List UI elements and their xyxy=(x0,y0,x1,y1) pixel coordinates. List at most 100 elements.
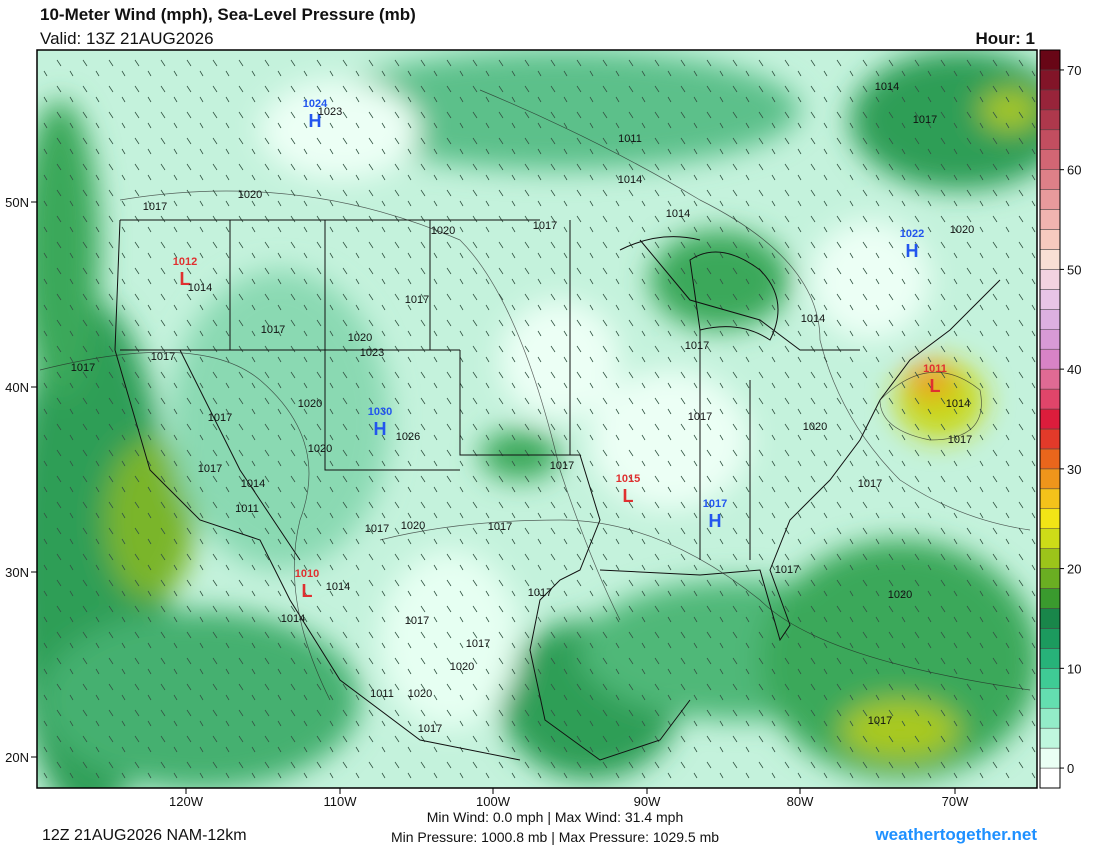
wind-range: Min Wind: 0.0 mph | Max Wind: 31.4 mph xyxy=(427,809,684,825)
isobar-label: 1020 xyxy=(298,398,322,410)
colorbar-step xyxy=(1039,548,1061,569)
pressure-center-value: 1017 xyxy=(703,498,727,510)
colorbar-label: 50 xyxy=(1067,262,1081,277)
isobars xyxy=(39,89,1031,701)
lon-label: 90W xyxy=(634,794,661,809)
colorbar-step xyxy=(1039,388,1061,410)
colorbar-label: 10 xyxy=(1067,661,1081,676)
isobar-label: 1026 xyxy=(396,431,420,443)
isobar-label: 1011 xyxy=(618,133,642,145)
colorbar-label: 0 xyxy=(1067,761,1074,776)
isobar-label: 1017 xyxy=(418,723,442,735)
coordinate-labels: 50N 40N 30N 20N 120W 110W 100W 90W 80W 70W xyxy=(5,195,969,809)
colorbar-step xyxy=(1039,189,1061,210)
site-credit[interactable]: weathertogether.net xyxy=(874,825,1037,844)
lon-label: 110W xyxy=(324,794,358,809)
lat-label: 20N xyxy=(5,750,29,765)
colorbar-step xyxy=(1039,229,1061,250)
pressure-center-letter: L xyxy=(180,269,191,289)
colorbar-step xyxy=(1039,608,1061,629)
isobar-label: 1017 xyxy=(913,114,937,126)
isobar-label: 1017 xyxy=(365,523,389,535)
isobar-label: 1014 xyxy=(188,282,212,294)
pressure-center-letter: H xyxy=(906,241,919,261)
lon-label: 120W xyxy=(169,794,204,809)
lon-label: 80W xyxy=(787,794,814,809)
colorbar-step xyxy=(1039,688,1061,709)
colorbar-label: 40 xyxy=(1067,362,1081,377)
boundaries xyxy=(114,219,1001,761)
colorbar-step xyxy=(1039,747,1061,769)
colorbar: 0 10 20 30 40 50 60 70 xyxy=(1039,49,1081,789)
colorbar-step xyxy=(1039,707,1061,729)
isobar-label: 1017 xyxy=(688,411,712,423)
isobar-label: 1017 xyxy=(533,220,557,232)
colorbar-step xyxy=(1039,408,1061,430)
isobar-label: 1017 xyxy=(550,460,574,472)
isobar-label: 1017 xyxy=(528,587,552,599)
isobar-label: 1020 xyxy=(348,332,372,344)
colorbar-label: 20 xyxy=(1067,562,1081,577)
colorbar-step xyxy=(1039,69,1061,91)
isobar-label: 1017 xyxy=(143,201,167,213)
title: 10-Meter Wind (mph), Sea-Level Pressure … xyxy=(40,5,416,24)
colorbar-step xyxy=(1039,428,1061,450)
isobar-label: 1023 xyxy=(360,347,384,359)
colorbar-step xyxy=(1039,668,1061,689)
pressure-center-value: 1011 xyxy=(923,363,947,375)
colorbar-step xyxy=(1039,568,1061,589)
lon-label: 100W xyxy=(476,794,511,809)
colorbar-step xyxy=(1039,169,1061,190)
model-run: 12Z 21AUG2026 NAM-12km xyxy=(42,827,247,844)
colorbar-step xyxy=(1039,149,1061,170)
isobar-label: 1014 xyxy=(801,313,825,325)
colorbar-step xyxy=(1039,49,1061,71)
colorbar-step xyxy=(1039,209,1061,230)
isobar-label: 1011 xyxy=(235,503,259,515)
colorbar-label: 30 xyxy=(1067,462,1081,477)
colorbar-step xyxy=(1039,309,1061,330)
isobar-label: 1020 xyxy=(408,688,432,700)
colorbar-step xyxy=(1039,368,1061,390)
colorbar-step xyxy=(1039,528,1061,549)
pressure-center-value: 1030 xyxy=(368,406,392,418)
colorbar-label: 70 xyxy=(1067,63,1081,78)
isobar-label: 1020 xyxy=(450,661,474,673)
pressure-center-value: 1022 xyxy=(900,228,924,240)
pressure-center-letter: L xyxy=(930,376,941,396)
forecast-hour: Hour: 1 xyxy=(976,29,1036,48)
valid-time: Valid: 13Z 21AUG2026 xyxy=(40,29,214,48)
isobar-label: 1017 xyxy=(261,324,285,336)
lat-label: 50N xyxy=(5,195,29,210)
colorbar-step xyxy=(1039,289,1061,310)
colorbar-step xyxy=(1039,89,1061,111)
pressure-center-value: 1010 xyxy=(295,568,319,580)
isobar-label: 1020 xyxy=(431,225,455,237)
isobar-label: 1017 xyxy=(208,412,232,424)
lat-label: 30N xyxy=(5,565,29,580)
isobar-label: 1014 xyxy=(618,174,642,186)
isobar-label: 1017 xyxy=(488,521,512,533)
isobar-label: 1017 xyxy=(151,351,175,363)
isobar-label: 1014 xyxy=(666,208,690,220)
colorbar-step xyxy=(1039,129,1061,150)
colorbar-step xyxy=(1039,448,1061,470)
colorbar-step xyxy=(1039,269,1061,290)
colorbar-frame xyxy=(1039,49,1061,789)
isobar-label: 1014 xyxy=(241,478,265,490)
isobar-label: 1017 xyxy=(775,564,799,576)
isobar-label: 1020 xyxy=(308,443,332,455)
isobar-label: 1014 xyxy=(281,613,305,625)
isobar-label: 1017 xyxy=(858,478,882,490)
pressure-center-value: 1012 xyxy=(173,256,197,268)
pressure-center-value: 1015 xyxy=(616,473,640,485)
pressure-center-letter: H xyxy=(309,111,322,131)
colorbar-step xyxy=(1039,727,1061,749)
isobar-label: 1017 xyxy=(466,638,490,650)
isobar-label: 1017 xyxy=(405,294,429,306)
isobar-label: 1017 xyxy=(685,340,709,352)
colorbar-step xyxy=(1039,767,1061,789)
isobar-label: 1011 xyxy=(370,688,394,700)
